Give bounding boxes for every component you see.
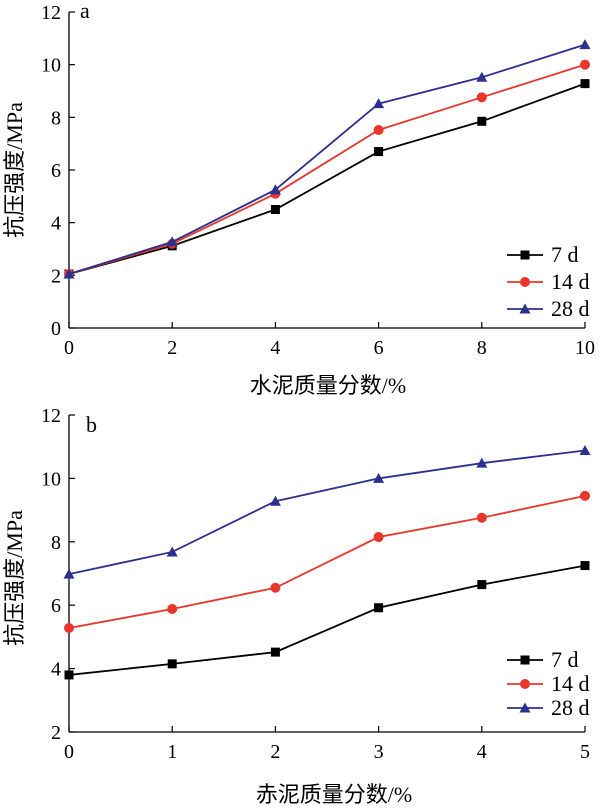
panel-b-x-tick-label: 4 <box>477 741 487 763</box>
panel-a-x-tick-label: 2 <box>167 337 177 359</box>
panel-a-legend-marker <box>520 250 530 260</box>
panel-a-series-line <box>68 43 586 275</box>
panel-a-x-tick-label: 0 <box>64 337 74 359</box>
panel-a-x-axis-title: 水泥质量分数/% <box>250 373 406 398</box>
panel-a-x-tick-label: 10 <box>575 337 595 359</box>
panel-b-x-tick-label: 3 <box>374 741 384 763</box>
panel-b-legend-label: 7 d <box>551 647 579 672</box>
panel-a-y-tick-label: 12 <box>41 2 61 24</box>
panel-a-y-axis-title: 抗压强度/MPa <box>2 102 27 238</box>
panel-a-y-tick-label: 6 <box>51 160 61 182</box>
panel-b-data-point <box>579 445 591 456</box>
panel-a-x-tick-label: 8 <box>477 337 487 359</box>
panel-a-y-tick-label: 10 <box>41 55 61 77</box>
panel-b-data-point <box>166 546 178 557</box>
panel-a-y-tick-label: 8 <box>51 107 61 129</box>
panel-b-data-point <box>167 604 178 615</box>
panel-a-legend-marker <box>520 277 530 287</box>
panel-a-legend-label: 28 d <box>551 296 590 321</box>
panel-a-series-line <box>68 82 586 275</box>
panel-b-data-point <box>477 580 487 590</box>
panel-b-legend-marker <box>519 702 531 713</box>
panel-b-data-point <box>63 568 75 579</box>
panel-b-data-point <box>64 623 74 634</box>
panel-a-series-2 <box>63 39 591 279</box>
panel-a-data-point <box>476 71 488 82</box>
panel-b-y-tick-label: 8 <box>51 532 61 554</box>
panel-b-legend-label: 14 d <box>551 671 590 696</box>
panel-b-y-tick-label: 2 <box>51 722 61 744</box>
panel-b-y-tick-label: 4 <box>51 659 61 681</box>
panel-b-y-axis-title: 抗压强度/MPa <box>2 510 27 646</box>
panel-b-data-point <box>64 670 74 680</box>
panel-b-data-point <box>580 561 590 571</box>
panel-b-legend-marker <box>520 679 530 689</box>
panel-a-y-tick-label: 0 <box>51 318 61 340</box>
panel-b-data-point <box>373 472 385 483</box>
panel-b-label: b <box>86 412 97 437</box>
panel-b-y-tick-label: 10 <box>41 468 61 490</box>
panel-b-data-point <box>374 603 384 613</box>
panel-b-series-layer <box>63 445 591 680</box>
panel-a-data-point <box>373 124 384 135</box>
panel-a-legend-marker <box>519 303 531 314</box>
panel-a-y-tick-label: 4 <box>51 213 61 235</box>
panel-a-legend-label: 7 d <box>551 242 579 267</box>
panel-b-series-2 <box>63 445 591 579</box>
panel-a-y-tick-label: 2 <box>51 265 61 287</box>
panel-b-series-line <box>68 449 586 576</box>
panel-a-series-layer <box>63 39 591 280</box>
panel-a-data-point <box>580 59 590 70</box>
panel-b-data-point <box>167 659 177 669</box>
panel-a-data-point <box>579 39 591 50</box>
panel-a-x-tick-label: 4 <box>270 337 280 359</box>
panel-a-series-line <box>68 63 586 275</box>
panel-a-data-point <box>269 184 281 195</box>
panel-b-series-line <box>68 564 586 676</box>
panel-b-x-tick-label: 1 <box>167 741 177 763</box>
panel-b-series-line <box>68 494 586 629</box>
panel-b-legend-marker <box>520 655 530 665</box>
panel-b-series-0 <box>64 561 590 680</box>
panel-b-x-axis-title: 赤泥质量分数/% <box>256 782 412 807</box>
panel-b-data-point <box>373 532 384 543</box>
panel-b-legend: 7 d14 d28 d <box>507 647 590 720</box>
panel-a-data-point <box>63 268 75 279</box>
panel-b-data-point <box>269 495 281 506</box>
panel-a-data-point <box>476 92 487 103</box>
panel-b-data-point <box>476 457 488 468</box>
panel-a-x-tick-label: 6 <box>374 337 384 359</box>
chart-panel-a: a 水泥质量分数/% 抗压强度/MPa 0 2 4 6 8 10 12 0 2 4 6 8 10 7 d… <box>2 0 595 398</box>
panel-b-y-tick-label: 12 <box>41 405 61 427</box>
panel-b-data-point <box>476 512 487 523</box>
panel-b-x-tick-label: 0 <box>64 741 74 763</box>
panel-a-data-point <box>580 79 590 89</box>
panel-b-series-1 <box>64 490 590 634</box>
panel-b-legend-label: 28 d <box>551 695 590 720</box>
panel-a-series-1 <box>64 59 590 280</box>
panel-b-data-point <box>270 582 281 593</box>
panel-a-data-point <box>270 205 280 214</box>
panel-b-y-tick-label: 6 <box>51 595 61 617</box>
panel-a-data-point <box>374 147 384 157</box>
panel-a-data-point <box>477 116 487 126</box>
panel-b-data-point <box>580 490 590 501</box>
panel-a-axes: 0 2 4 6 8 10 12 0 2 4 6 8 10 <box>41 2 595 359</box>
panel-a-data-point <box>373 98 385 109</box>
panel-a-series-0 <box>64 79 590 279</box>
panel-b-x-tick-label: 5 <box>580 741 590 763</box>
panel-a-legend: 7 d14 d28 d <box>507 242 590 321</box>
panel-a-legend-label: 14 d <box>551 269 590 294</box>
panel-a-data-point <box>166 236 178 247</box>
panel-b-data-point <box>270 647 280 657</box>
panel-b-x-tick-label: 2 <box>270 741 280 763</box>
panel-a-label: a <box>80 0 90 23</box>
